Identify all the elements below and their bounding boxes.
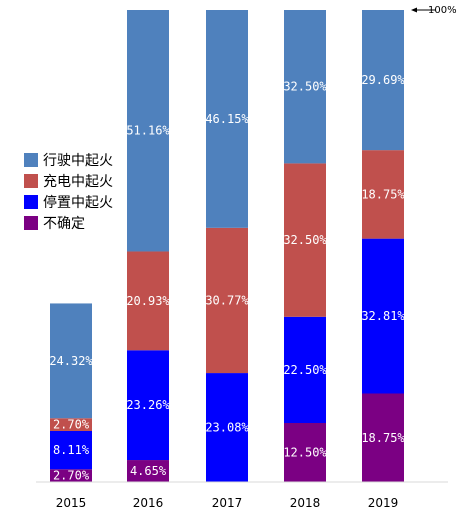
x-tick-label-2015: 2015 (56, 496, 87, 510)
bar-2019-series-3 (362, 10, 404, 151)
bar-2015-series-1 (50, 430, 92, 470)
segment-label-2017-series-3: 46.15% (205, 112, 249, 126)
bar-2019-series-2 (362, 150, 404, 239)
x-tick-label-2018: 2018 (290, 496, 321, 510)
arrow-head-icon (411, 7, 417, 13)
segment-labels-group: 2.70% 8.11% 2.70% 24.32% 4.65% 23.26% 20.93% 51… (49, 73, 405, 483)
bar-2015-series-0 (50, 469, 92, 482)
bar-2016-series-0 (127, 460, 169, 482)
bar-2016-series-2 (127, 251, 169, 351)
bar-2017-series-3 (206, 10, 248, 228)
x-tick-label-2016: 2016 (133, 496, 164, 510)
legend-label-3: 不确定 (43, 216, 85, 232)
segment-label-2018-series-1: 22.50% (283, 363, 327, 377)
legend-label-1: 充电中起火 (43, 174, 113, 190)
segment-label-2018-series-0: 12.50% (283, 446, 327, 460)
segment-label-2017-series-1: 23.08% (205, 421, 249, 435)
legend-swatch-0 (24, 153, 38, 167)
bar-2018-series-2 (284, 163, 326, 317)
x-tick-label-2017: 2017 (212, 496, 243, 510)
legend-label-2: 停置中起火 (43, 194, 113, 211)
x-tick-labels-group: 2015 2016 2017 2018 2019 (56, 496, 399, 510)
legend-swatch-2 (24, 195, 38, 209)
segment-label-2019-series-1: 32.81% (361, 309, 405, 323)
bar-2015-series-2 (50, 418, 92, 431)
segment-label-2019-series-3: 29.69% (361, 73, 405, 87)
segment-label-2019-series-0: 18.75% (361, 431, 405, 445)
bar-2018-series-0 (284, 423, 326, 482)
segment-label-2016-series-2: 20.93% (126, 294, 170, 308)
bar-2019-series-0 (362, 393, 404, 482)
bar-2017-series-1 (206, 373, 248, 482)
bar-2016-series-1 (127, 350, 169, 461)
legend-swatch-3 (24, 216, 38, 230)
segment-label-2015-series-1: 8.11% (53, 443, 90, 457)
bar-2015-series-3 (50, 303, 92, 419)
segment-label-2019-series-2: 18.75% (361, 187, 405, 201)
reference-note: 100% (411, 5, 457, 16)
bar-2018-series-1 (284, 316, 326, 423)
x-tick-label-2019: 2019 (368, 496, 399, 510)
segment-label-2015-series-0: 2.70% (53, 469, 90, 483)
legend-swatch-1 (24, 174, 38, 188)
reference-note-text: 100% (428, 5, 457, 16)
bar-2018-series-3 (284, 10, 326, 164)
segment-label-2016-series-1: 23.26% (126, 398, 170, 412)
bar-2016-series-3 (127, 10, 169, 252)
segment-label-2016-series-3: 51.16% (126, 124, 170, 138)
bar-2017-series-2 (206, 227, 248, 374)
segment-label-2015-series-2: 2.70% (53, 418, 90, 432)
bars-group (50, 10, 404, 482)
segment-label-2016-series-0: 4.65% (130, 464, 167, 478)
segment-label-2015-series-3: 24.32% (49, 354, 93, 368)
bar-2019-series-1 (362, 238, 404, 394)
legend-label-0: 行驶中起火 (43, 153, 113, 169)
segment-label-2018-series-3: 32.50% (283, 80, 327, 94)
segment-label-2018-series-2: 32.50% (283, 233, 327, 247)
segment-label-2017-series-2: 30.77% (205, 293, 249, 307)
